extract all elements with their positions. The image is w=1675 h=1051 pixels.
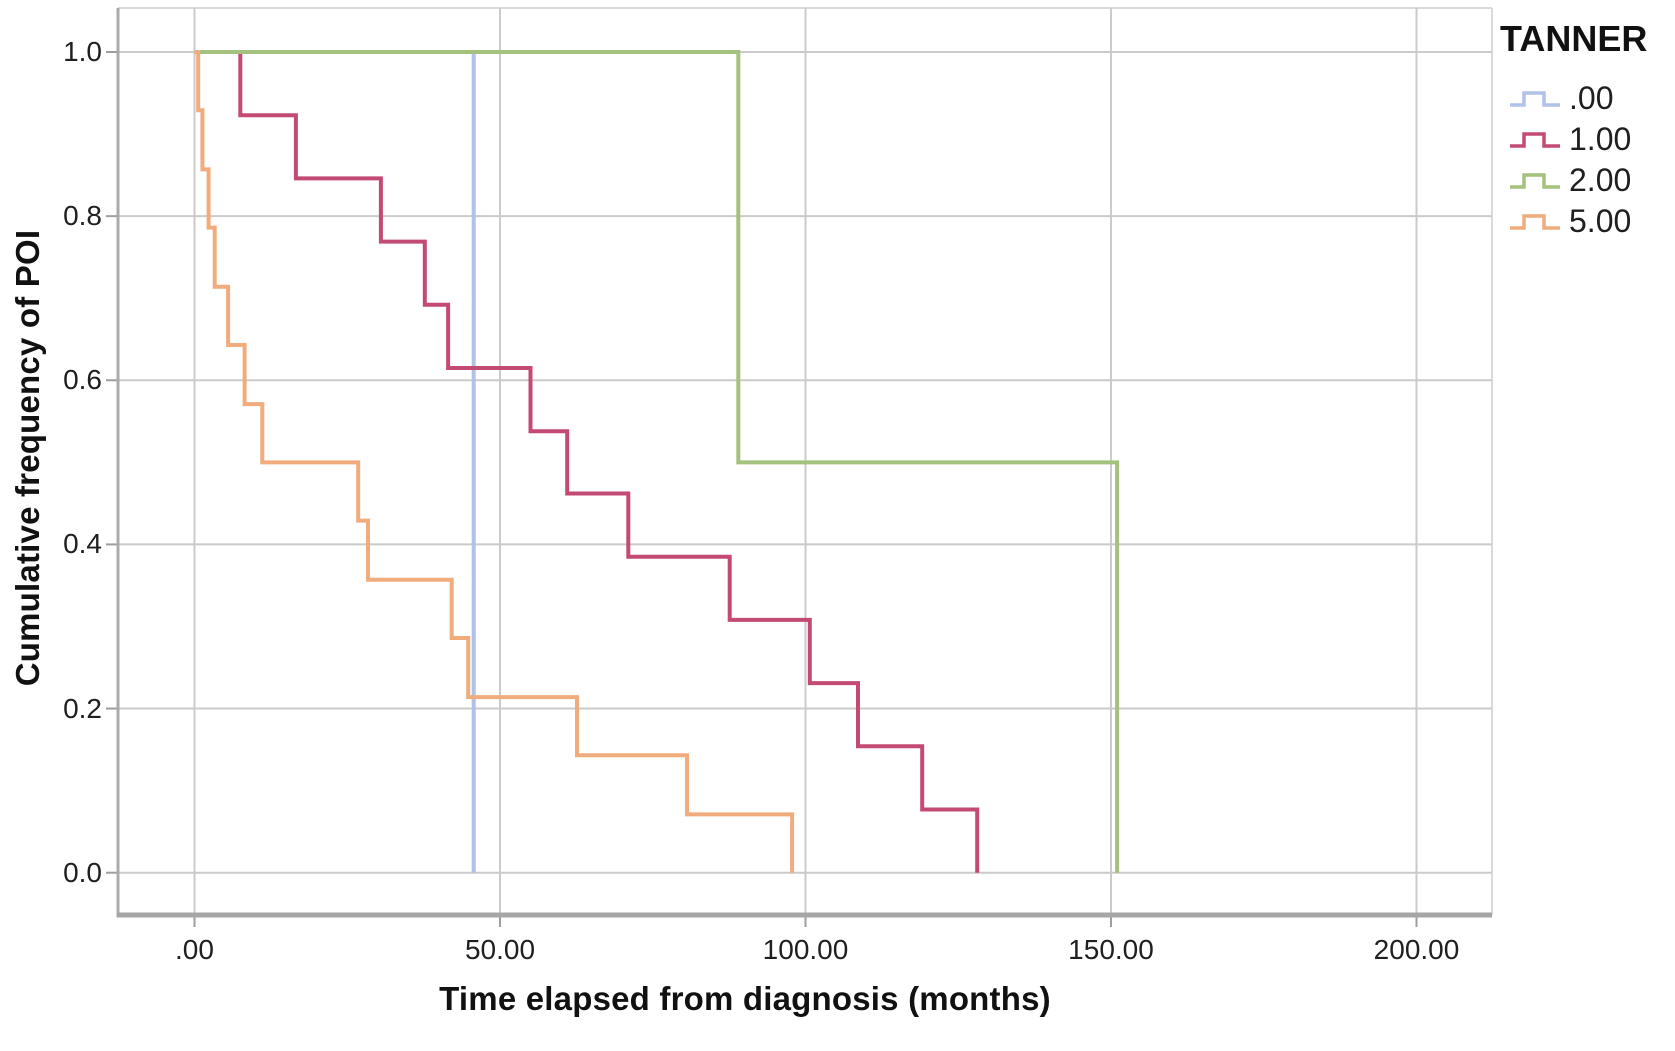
legend-entry-label: .00: [1569, 80, 1614, 116]
legend-step-line-icon: [1510, 131, 1560, 148]
legend-entry: 1.00: [1508, 119, 1631, 160]
x-tick-label: 200.00: [1373, 934, 1460, 965]
x-tick-label: 50.00: [464, 934, 536, 965]
legend-title: TANNER: [1500, 18, 1648, 59]
x-tick-label: 100.00: [762, 934, 849, 965]
y-tick-label: 1.0: [63, 36, 102, 67]
x-tick-label: 150.00: [1068, 934, 1154, 965]
y-tick-label: 0.4: [63, 528, 102, 560]
legend-step-line-shape: [1510, 172, 1560, 189]
legend-entry-label: 1.00: [1569, 121, 1632, 157]
legend-entry: 5.00: [1508, 201, 1631, 242]
legend: .00 1.00 2.00 5.00: [1508, 78, 1631, 242]
legend-step-line-icon: [1510, 90, 1560, 107]
series-curve-tanner-1_00: [194, 50, 980, 873]
series-curve-tanner-2_00: [194, 50, 1120, 873]
legend-step-line-shape: [1510, 131, 1560, 148]
legend-entry-label: 5.00: [1569, 203, 1632, 239]
y-axis-title: Cumulative frequency of POI: [9, 229, 46, 687]
y-tick-label: 0.8: [63, 200, 102, 232]
legend-entry-label: 2.00: [1569, 162, 1632, 198]
series-curve-tanner-5_00: [194, 50, 795, 873]
legend-entry: 2.00: [1508, 160, 1631, 201]
legend-step-line-shape: [1510, 90, 1560, 107]
legend-step-line-icon: [1510, 172, 1560, 189]
legend-step-line-shape: [1510, 213, 1560, 230]
y-tick-label: 0.2: [63, 692, 102, 724]
legend-entry: .00: [1508, 78, 1631, 119]
x-tick-label: .00: [175, 934, 214, 965]
y-tick-label: 0.6: [63, 364, 102, 396]
x-axis-title: Time elapsed from diagnosis (months): [439, 980, 1051, 1017]
y-tick-label: 0.0: [63, 856, 102, 888]
legend-step-line-icon: [1510, 213, 1560, 230]
